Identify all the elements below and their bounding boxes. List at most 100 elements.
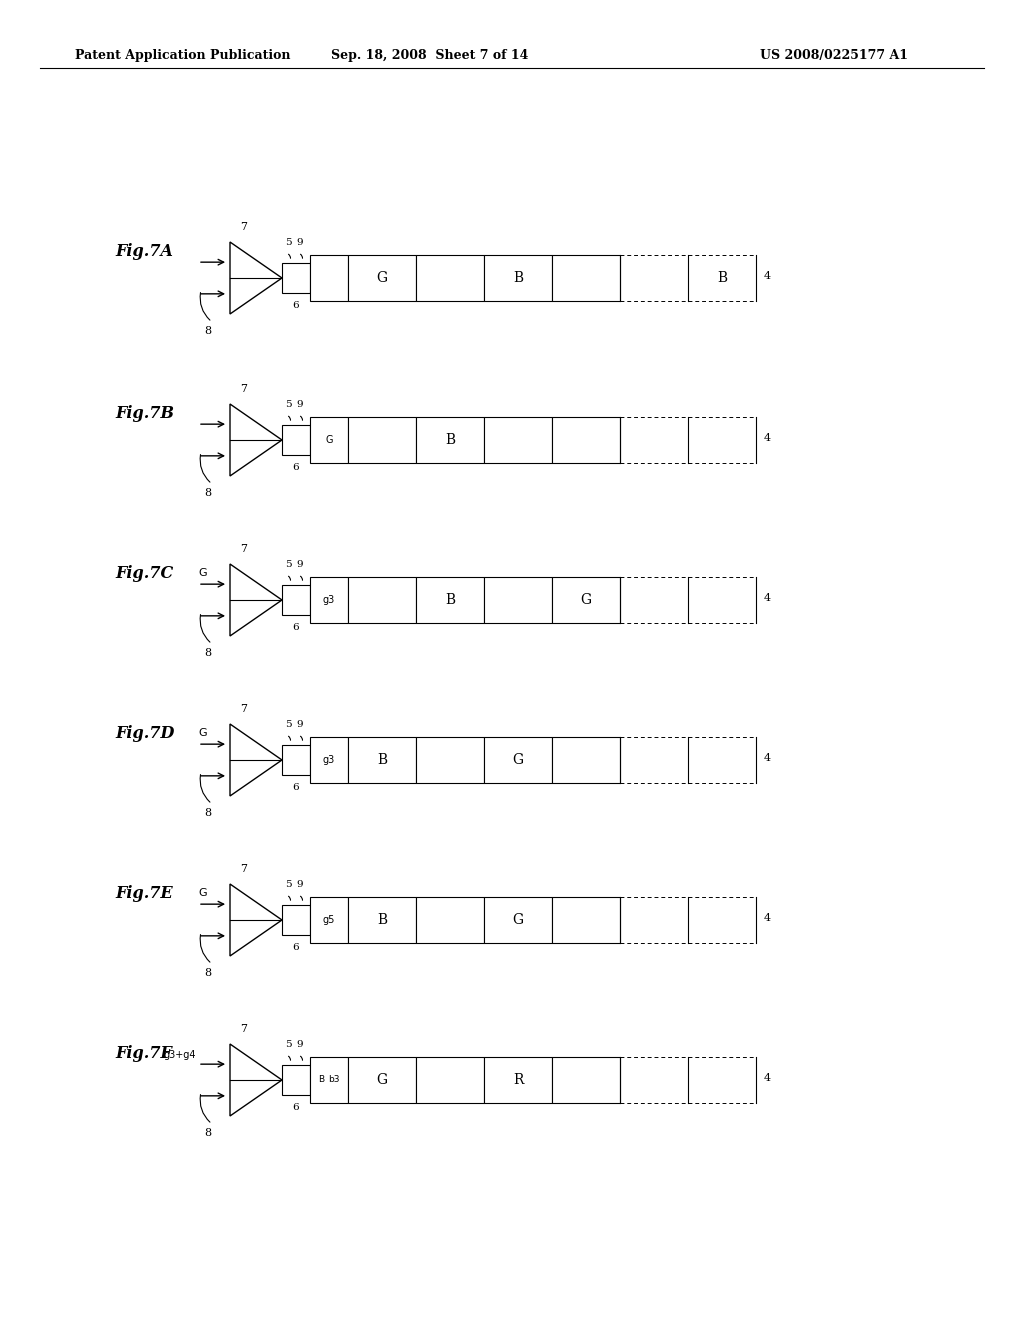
Bar: [416, 577, 484, 623]
Text: Fig.7F: Fig.7F: [115, 1045, 172, 1063]
Text: 9: 9: [297, 238, 303, 247]
Text: 8: 8: [205, 648, 212, 657]
Bar: [348, 1057, 416, 1104]
Text: US 2008/0225177 A1: US 2008/0225177 A1: [760, 49, 908, 62]
Text: G: G: [377, 271, 387, 285]
Text: 9: 9: [297, 560, 303, 569]
Text: Fig.7D: Fig.7D: [115, 725, 174, 742]
Bar: [552, 737, 620, 783]
Text: B: B: [377, 752, 387, 767]
Text: 9: 9: [297, 719, 303, 729]
Text: B: B: [513, 271, 523, 285]
Text: 5: 5: [285, 880, 291, 888]
Text: 7: 7: [240, 1024, 247, 1034]
Bar: [348, 737, 416, 783]
Text: g3: g3: [323, 755, 335, 766]
Text: Fig.7B: Fig.7B: [115, 405, 174, 422]
FancyArrowPatch shape: [200, 775, 210, 803]
Text: 7: 7: [240, 384, 247, 393]
Text: G: G: [326, 436, 333, 445]
Text: 6: 6: [293, 942, 299, 952]
Text: 4: 4: [764, 433, 771, 444]
Bar: [552, 1057, 620, 1104]
Text: 6: 6: [293, 623, 299, 632]
Text: 6: 6: [293, 1104, 299, 1111]
Text: 5: 5: [285, 719, 291, 729]
FancyArrowPatch shape: [300, 737, 302, 741]
Bar: [348, 417, 416, 463]
Text: R: R: [513, 1073, 523, 1086]
Text: 4: 4: [764, 593, 771, 603]
FancyArrowPatch shape: [200, 1094, 210, 1122]
Text: 5: 5: [285, 400, 291, 409]
FancyArrowPatch shape: [200, 293, 210, 321]
FancyArrowPatch shape: [300, 416, 302, 420]
Bar: [348, 577, 416, 623]
Bar: [282, 585, 310, 615]
Bar: [282, 906, 310, 935]
Bar: [310, 1057, 348, 1104]
Text: 7: 7: [240, 865, 247, 874]
Text: G: G: [198, 888, 207, 899]
Text: 6: 6: [293, 783, 299, 792]
Bar: [282, 425, 310, 455]
Text: B: B: [318, 1076, 325, 1085]
Text: 5: 5: [285, 238, 291, 247]
Bar: [552, 417, 620, 463]
Text: b3: b3: [329, 1076, 340, 1085]
Bar: [552, 898, 620, 942]
FancyArrowPatch shape: [300, 577, 302, 581]
FancyArrowPatch shape: [300, 896, 302, 900]
Text: B: B: [445, 433, 455, 447]
Bar: [416, 898, 484, 942]
Text: Patent Application Publication: Patent Application Publication: [75, 49, 291, 62]
Text: g3+g4: g3+g4: [164, 1051, 196, 1060]
Text: 9: 9: [297, 1040, 303, 1049]
Text: B: B: [377, 913, 387, 927]
Bar: [282, 263, 310, 293]
Text: Fig.7C: Fig.7C: [115, 565, 173, 582]
Bar: [484, 737, 552, 783]
Text: G: G: [512, 913, 523, 927]
Bar: [310, 255, 348, 301]
FancyArrowPatch shape: [200, 935, 210, 962]
Bar: [282, 1065, 310, 1096]
Text: 6: 6: [293, 463, 299, 473]
Text: 7: 7: [240, 704, 247, 714]
Text: 8: 8: [205, 326, 212, 337]
Bar: [484, 577, 552, 623]
Bar: [416, 417, 484, 463]
FancyArrowPatch shape: [289, 896, 291, 900]
Text: 8: 8: [205, 1129, 212, 1138]
Bar: [552, 255, 620, 301]
Text: Fig.7A: Fig.7A: [115, 243, 173, 260]
Bar: [552, 577, 620, 623]
Bar: [416, 255, 484, 301]
Text: Sep. 18, 2008  Sheet 7 of 14: Sep. 18, 2008 Sheet 7 of 14: [332, 49, 528, 62]
FancyArrowPatch shape: [289, 255, 291, 259]
FancyArrowPatch shape: [289, 416, 291, 420]
FancyArrowPatch shape: [289, 577, 291, 581]
Bar: [310, 577, 348, 623]
Text: 9: 9: [297, 880, 303, 888]
Bar: [348, 255, 416, 301]
Bar: [484, 898, 552, 942]
Bar: [310, 898, 348, 942]
Text: 8: 8: [205, 488, 212, 498]
Text: 5: 5: [285, 560, 291, 569]
Text: 8: 8: [205, 968, 212, 978]
Text: G: G: [377, 1073, 387, 1086]
Bar: [416, 737, 484, 783]
Text: Fig.7E: Fig.7E: [115, 884, 173, 902]
Text: B: B: [445, 593, 455, 607]
FancyArrowPatch shape: [300, 255, 302, 259]
Text: 7: 7: [240, 544, 247, 554]
Bar: [282, 744, 310, 775]
Text: 9: 9: [297, 400, 303, 409]
Text: 4: 4: [764, 913, 771, 923]
Text: 5: 5: [285, 1040, 291, 1049]
Text: G: G: [198, 569, 207, 578]
Bar: [310, 737, 348, 783]
Text: 4: 4: [764, 1073, 771, 1082]
FancyArrowPatch shape: [300, 1056, 302, 1060]
